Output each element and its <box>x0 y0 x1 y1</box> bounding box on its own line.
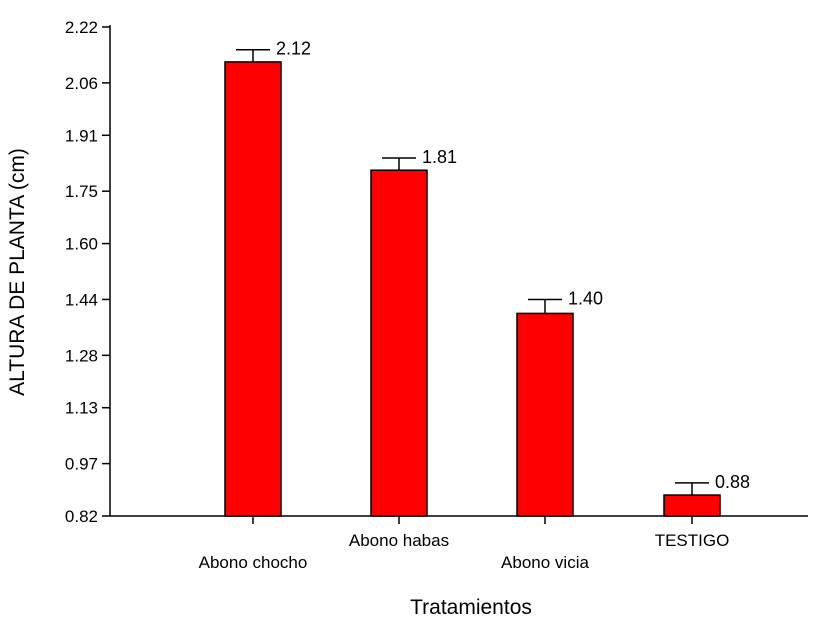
y-tick-label: 1.60 <box>65 235 98 254</box>
y-tick-label: 1.13 <box>65 399 98 418</box>
bar <box>224 61 282 517</box>
x-tick-label: Abono habas <box>349 531 449 550</box>
value-label: 1.40 <box>568 288 603 308</box>
value-label: 1.81 <box>422 147 457 167</box>
y-axis-title: ALTURA DE PLANTA (cm) <box>6 148 29 396</box>
bar <box>516 312 574 517</box>
y-tick-label: 1.75 <box>65 182 98 201</box>
y-tick-label: 2.06 <box>65 74 98 93</box>
value-label: 2.12 <box>276 39 311 59</box>
bar <box>370 169 428 517</box>
y-tick-label: 1.91 <box>65 126 98 145</box>
y-axis: 0.82 0.97 1.13 1.28 1.44 1.60 1.75 1.91 2.06 2.22 <box>65 18 111 526</box>
y-tick-label: 1.28 <box>65 346 98 365</box>
bars: 2.12 1.81 1.40 0.88 <box>224 39 750 517</box>
y-tick-label: 0.82 <box>65 507 98 526</box>
y-tick-label: 1.44 <box>65 290 98 309</box>
x-tick-label: Abono vicia <box>501 553 589 572</box>
y-tick-label: 0.97 <box>65 455 98 474</box>
value-label: 0.88 <box>715 472 750 492</box>
x-tick-label: TESTIGO <box>655 531 730 550</box>
bar <box>663 494 721 517</box>
x-tick-label: Abono chocho <box>199 553 308 572</box>
x-axis: Abono chocho Abono habas Abono vicia TESTIG… <box>110 515 808 572</box>
x-axis-title: Tratamientos <box>410 596 532 617</box>
y-tick-label: 2.22 <box>65 18 98 37</box>
